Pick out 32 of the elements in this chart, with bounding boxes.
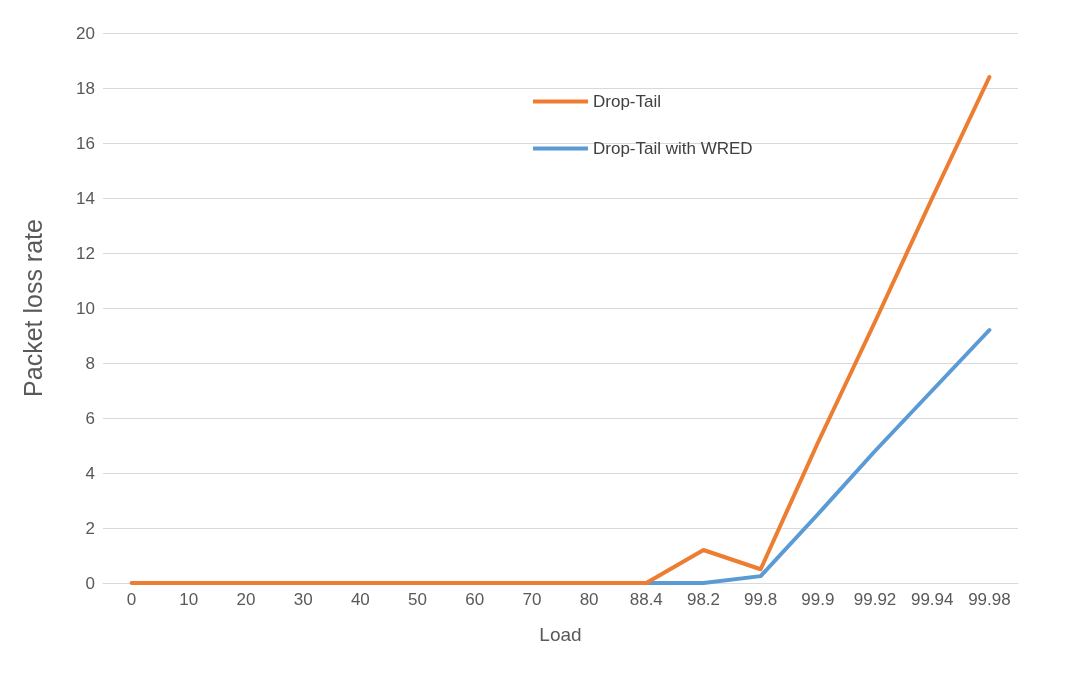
x-tick-label: 99.92 [853,590,897,609]
x-tick-label: 99.9 [801,590,835,609]
x-tick-label: 88.4 [629,590,663,609]
y-tick-label: 4 [85,463,95,483]
x-tick-label: 30 [293,590,313,609]
y-axis-title: Packet loss rate [18,219,47,397]
x-tick-label: 99.8 [744,590,778,609]
x-tick-label: 99.94 [910,590,954,609]
y-tick-label: 2 [85,518,95,538]
x-tick-label: 80 [579,590,599,609]
y-tick-label: 10 [76,298,95,318]
x-tick-label: 50 [408,590,427,609]
line-series [129,75,992,585]
x-tick-label: 10 [179,590,199,609]
y-tick-label: 18 [76,78,95,98]
y-tick-label: 16 [76,133,95,153]
y-tick-label: 20 [76,23,95,43]
legend-label: Drop-Tail with WRED [593,139,753,158]
y-tick-label: 12 [76,243,95,263]
x-tick-label: 60 [465,590,485,609]
x-tick-label: 20 [236,590,256,609]
x-tick-label: 70 [522,590,542,609]
y-tick-label: 6 [85,408,95,428]
x-axis-title: Load [539,624,582,645]
y-tick-label: 0 [85,573,95,593]
x-tick-label: 99.98 [968,590,1011,609]
x-tick-label: 0 [126,590,137,609]
y-tick-label: 14 [76,188,95,208]
y-tick-label: 8 [85,353,95,373]
x-tick-label: 40 [350,590,370,609]
legend-label: Drop-Tail [593,92,662,111]
x-tick-label: 98.2 [686,590,721,609]
